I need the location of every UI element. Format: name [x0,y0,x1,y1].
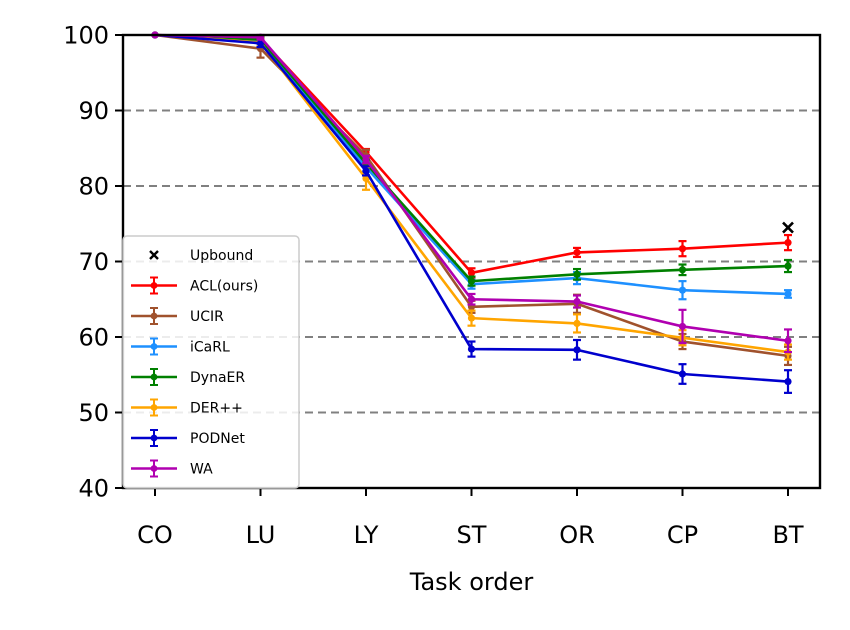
y-tick-label: 60 [78,324,109,352]
legend-item-der: DER++ [131,398,243,417]
x-tick-label: CP [667,521,698,549]
data-point [573,270,581,278]
data-point [467,269,476,277]
data-point [467,345,476,353]
data-point [784,337,792,345]
data-point [573,248,581,257]
data-point [678,322,687,331]
data-point [573,297,581,306]
legend: Upbound ACL(ours) UCIR iCaRL DynaER DER++ PODN… [122,235,300,489]
legend-item-acl-ours: ACL(ours) [131,276,258,295]
legend-marker [150,373,158,381]
legend-item-icarl: iCaRL [131,337,230,356]
data-point [678,286,687,294]
legend-label: PODNet [190,431,245,447]
legend-marker [150,343,158,350]
data-point [362,167,370,175]
legend-label: ACL(ours) [190,279,258,295]
legend-marker [150,312,158,320]
legend-label: DER++ [190,401,243,417]
data-point [467,277,476,285]
legend-label: iCaRL [190,340,230,356]
legend-item-podnet: PODNet [131,429,245,447]
series-wa [151,31,792,354]
legend-item-ucir: UCIR [131,307,224,325]
x-axis-title: Task order [409,568,534,596]
data-point [573,346,581,354]
x-tick-label: LY [354,521,379,549]
legend-marker [149,250,159,260]
data-point [256,39,265,47]
plot-series [151,31,794,394]
series-podnet [151,31,792,394]
data-point [573,319,581,328]
data-point [784,290,792,298]
upbound-marker [782,221,794,234]
legend-label: WA [190,462,213,478]
y-tick-label: 40 [78,475,109,503]
data-point [678,370,687,378]
x-tick-label: LU [246,521,276,549]
y-tick-label: 50 [78,399,109,427]
data-point [362,174,370,183]
x-tick-label: CO [137,521,173,549]
y-tick-label: 100 [63,22,109,50]
data-point [784,239,792,247]
y-tick-label: 90 [78,97,109,125]
legend-item-upbound: Upbound [149,248,253,264]
x-tick-label: BT [772,521,803,549]
legend-marker [150,282,158,289]
data-point [467,314,476,322]
x-tick-label: ST [457,521,487,549]
upbound-x-stroke [782,221,794,234]
y-tick-label: 70 [78,248,109,276]
data-point [678,245,687,253]
legend-label: Upbound [190,248,253,264]
legend-item-dynaer: DynaER [131,368,245,386]
legend-label: DynaER [190,370,245,386]
legend-marker [150,465,158,472]
data-point [467,295,476,303]
data-point [784,262,792,270]
legend-item-wa: WA [131,459,213,478]
legend-box [122,235,300,489]
legend-marker [150,404,158,411]
data-point [678,266,687,274]
data-point [784,377,792,386]
legend-label: UCIR [190,309,224,325]
legend-marker [150,434,158,442]
data-point [362,155,370,164]
y-tick-label: 80 [78,173,109,201]
x-tick-label: OR [559,521,595,549]
